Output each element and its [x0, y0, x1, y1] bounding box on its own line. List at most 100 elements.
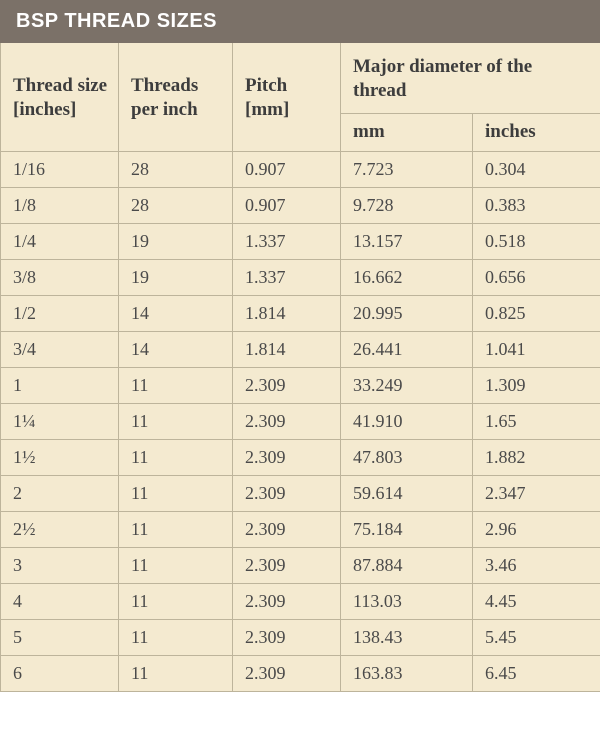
cell-mm: 41.910	[341, 404, 473, 440]
cell-tpi: 11	[119, 548, 233, 584]
cell-in: 4.45	[473, 584, 600, 620]
cell-size: 5	[1, 620, 119, 656]
cell-mm: 47.803	[341, 440, 473, 476]
cell-mm: 13.157	[341, 224, 473, 260]
cell-in: 1.309	[473, 368, 600, 404]
cell-tpi: 14	[119, 332, 233, 368]
cell-in: 0.304	[473, 152, 600, 188]
cell-size: 1/4	[1, 224, 119, 260]
cell-mm: 9.728	[341, 188, 473, 224]
cell-size: 6	[1, 656, 119, 692]
table-row: 1112.30933.2491.309	[1, 368, 600, 404]
cell-mm: 113.03	[341, 584, 473, 620]
cell-pitch: 2.309	[233, 620, 341, 656]
cell-size: 3	[1, 548, 119, 584]
cell-tpi: 11	[119, 584, 233, 620]
cell-in: 2.96	[473, 512, 600, 548]
cell-mm: 7.723	[341, 152, 473, 188]
cell-size: 1½	[1, 440, 119, 476]
cell-mm: 33.249	[341, 368, 473, 404]
cell-tpi: 11	[119, 440, 233, 476]
cell-size: 3/4	[1, 332, 119, 368]
col-threads-per-inch: Threads per inch	[119, 43, 233, 152]
cell-pitch: 2.309	[233, 476, 341, 512]
table-container: BSP THREAD SIZES Thread size [inches] Th…	[0, 0, 600, 692]
table-title: BSP THREAD SIZES	[0, 0, 600, 43]
cell-mm: 87.884	[341, 548, 473, 584]
table-row: 5112.309138.435.45	[1, 620, 600, 656]
col-thread-size: Thread size [inches]	[1, 43, 119, 152]
cell-pitch: 2.309	[233, 656, 341, 692]
cell-pitch: 2.309	[233, 548, 341, 584]
table-row: 3/8191.33716.6620.656	[1, 260, 600, 296]
table-row: 1/8280.9079.7280.383	[1, 188, 600, 224]
bsp-table: Thread size [inches] Threads per inch Pi…	[0, 43, 600, 692]
table-row: 1/4191.33713.1570.518	[1, 224, 600, 260]
cell-mm: 26.441	[341, 332, 473, 368]
cell-mm: 75.184	[341, 512, 473, 548]
cell-pitch: 1.814	[233, 332, 341, 368]
cell-tpi: 11	[119, 404, 233, 440]
cell-tpi: 11	[119, 476, 233, 512]
cell-size: 1/2	[1, 296, 119, 332]
col-pitch: Pitch [mm]	[233, 43, 341, 152]
cell-pitch: 2.309	[233, 404, 341, 440]
table-row: 1½112.30947.8031.882	[1, 440, 600, 476]
cell-in: 1.65	[473, 404, 600, 440]
cell-in: 0.518	[473, 224, 600, 260]
cell-pitch: 0.907	[233, 188, 341, 224]
cell-mm: 16.662	[341, 260, 473, 296]
cell-size: 4	[1, 584, 119, 620]
cell-in: 0.656	[473, 260, 600, 296]
cell-mm: 138.43	[341, 620, 473, 656]
cell-tpi: 28	[119, 188, 233, 224]
cell-size: 2½	[1, 512, 119, 548]
table-row: 1/2141.81420.9950.825	[1, 296, 600, 332]
col-major-diameter: Major diameter of the thread	[341, 43, 600, 113]
table-row: 6112.309163.836.45	[1, 656, 600, 692]
table-row: 4112.309113.034.45	[1, 584, 600, 620]
cell-in: 2.347	[473, 476, 600, 512]
cell-tpi: 19	[119, 260, 233, 296]
cell-pitch: 1.337	[233, 260, 341, 296]
cell-size: 1¼	[1, 404, 119, 440]
cell-size: 1	[1, 368, 119, 404]
cell-size: 1/16	[1, 152, 119, 188]
cell-pitch: 0.907	[233, 152, 341, 188]
col-inches: inches	[473, 113, 600, 152]
cell-pitch: 2.309	[233, 584, 341, 620]
cell-tpi: 11	[119, 656, 233, 692]
col-mm: mm	[341, 113, 473, 152]
cell-pitch: 1.814	[233, 296, 341, 332]
cell-mm: 163.83	[341, 656, 473, 692]
cell-tpi: 11	[119, 368, 233, 404]
cell-in: 0.825	[473, 296, 600, 332]
cell-tpi: 19	[119, 224, 233, 260]
table-body: 1/16280.9077.7230.3041/8280.9079.7280.38…	[1, 152, 600, 692]
cell-pitch: 2.309	[233, 512, 341, 548]
table-row: 3/4141.81426.4411.041	[1, 332, 600, 368]
cell-mm: 20.995	[341, 296, 473, 332]
table-row: 1¼112.30941.9101.65	[1, 404, 600, 440]
cell-pitch: 1.337	[233, 224, 341, 260]
cell-in: 0.383	[473, 188, 600, 224]
cell-pitch: 2.309	[233, 368, 341, 404]
cell-pitch: 2.309	[233, 440, 341, 476]
cell-size: 3/8	[1, 260, 119, 296]
table-row: 3112.30987.8843.46	[1, 548, 600, 584]
cell-in: 5.45	[473, 620, 600, 656]
cell-in: 1.882	[473, 440, 600, 476]
cell-size: 2	[1, 476, 119, 512]
cell-in: 3.46	[473, 548, 600, 584]
cell-mm: 59.614	[341, 476, 473, 512]
cell-in: 6.45	[473, 656, 600, 692]
cell-size: 1/8	[1, 188, 119, 224]
table-header: Thread size [inches] Threads per inch Pi…	[1, 43, 600, 152]
cell-tpi: 14	[119, 296, 233, 332]
cell-tpi: 11	[119, 620, 233, 656]
table-row: 2112.30959.6142.347	[1, 476, 600, 512]
cell-tpi: 11	[119, 512, 233, 548]
table-row: 2½112.30975.1842.96	[1, 512, 600, 548]
cell-in: 1.041	[473, 332, 600, 368]
table-row: 1/16280.9077.7230.304	[1, 152, 600, 188]
